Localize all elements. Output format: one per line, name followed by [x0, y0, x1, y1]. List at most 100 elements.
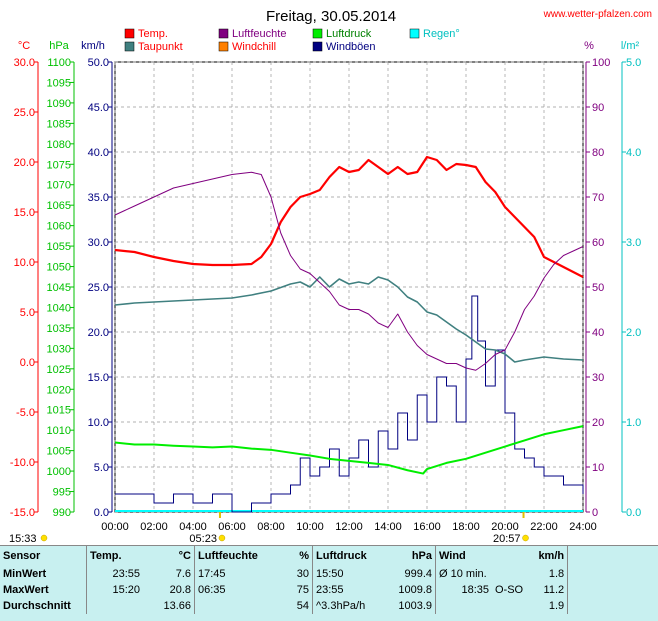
- stats-temp-value: 13.66: [163, 600, 191, 612]
- stats-header-humidity-unit: %: [299, 550, 309, 562]
- wind-tick-label: 40.0: [88, 147, 109, 159]
- pressure-tick-label: 1030: [47, 343, 71, 355]
- humidity-tick-label: 10: [592, 462, 604, 474]
- sun-icon: [40, 534, 48, 542]
- pressure-tick-label: 1040: [47, 302, 71, 314]
- legend-label: Luftfeuchte: [232, 28, 286, 40]
- x-tick-label: 16:00: [413, 521, 441, 533]
- stats-humidity-value: 75: [296, 584, 309, 596]
- legend-label: Luftdruck: [326, 28, 372, 40]
- stats-temp-time: 23:55: [86, 566, 143, 582]
- x-tick-label: 00:00: [101, 521, 129, 533]
- stats-row-max: MaxWert 15:20 20.8 06:35 75 23:55 1009.8…: [0, 582, 658, 598]
- stats-temp-value: 7.6: [175, 568, 191, 580]
- stats-wind-value: 1.9: [548, 600, 565, 612]
- temp-tick-label: 30.0: [14, 57, 35, 69]
- stats-humidity-value: 30: [296, 568, 309, 580]
- humidity-tick-label: 50: [592, 282, 604, 294]
- temp-tick-label: 10.0: [14, 257, 35, 269]
- pressure-tick-label: 1070: [47, 180, 71, 192]
- humidity-tick-label: 40: [592, 327, 604, 339]
- legend-swatch: [409, 28, 420, 39]
- x-tick-label: 06:00: [218, 521, 246, 533]
- weather-chart: Freitag, 30.05.2014 www.wetter-pfalzen.c…: [9, 8, 652, 545]
- x-tick-label: 20:00: [491, 521, 519, 533]
- chart-title: Freitag, 30.05.2014: [266, 8, 396, 25]
- temp-tick-label: 25.0: [14, 107, 35, 119]
- temp-axis-unit: °C: [18, 40, 30, 52]
- axis-units: °C hPa km/h% l/m²: [18, 40, 640, 52]
- legend-swatch: [312, 41, 323, 52]
- pressure-tick-label: 995: [53, 487, 71, 499]
- humidity-tick-label: 20: [592, 417, 604, 429]
- wind-tick-label: 10.0: [88, 417, 109, 429]
- temp-tick-label: 20.0: [14, 157, 35, 169]
- stats-wind-dir: O-SO: [495, 584, 524, 596]
- wind-tick-label: 5.0: [94, 462, 109, 474]
- pressure-tick-label: 1055: [47, 241, 71, 253]
- wind-tick-label: 15.0: [88, 372, 109, 384]
- sun-markers: 05:23 20:57 15:33: [9, 512, 529, 545]
- humidity-tick-label: 80: [592, 147, 604, 159]
- humidity-tick-label: 30: [592, 372, 604, 384]
- pressure-tick-label: 1060: [47, 221, 71, 233]
- legend-label: Windchill: [232, 41, 276, 53]
- rain-tick-label: 5.0: [626, 57, 641, 69]
- legend-label: Regen°: [423, 28, 460, 40]
- stats-header-wind: Wind: [435, 546, 492, 566]
- current-time-label: 15:33: [9, 533, 37, 545]
- pressure-tick-label: 1085: [47, 118, 71, 130]
- series-luftdruck: [114, 425, 584, 475]
- series-luftfeuchte: [114, 171, 584, 371]
- wind-tick-label: 0.0: [94, 507, 109, 519]
- temp-tick-label: -5.0: [16, 407, 35, 419]
- pressure-tick-label: 1090: [47, 98, 71, 110]
- pressure-tick-label: 1075: [47, 159, 71, 171]
- stats-header-sensor: Sensor: [3, 550, 41, 562]
- wind-tick-label: 25.0: [88, 282, 109, 294]
- pressure-tick-label: 1050: [47, 262, 71, 274]
- rain-tick-label: 3.0: [626, 237, 641, 249]
- x-tick-label: 04:00: [179, 521, 207, 533]
- temp-tick-label: -10.0: [10, 457, 35, 469]
- plot-area: [114, 61, 584, 513]
- wind-tick-label: 20.0: [88, 327, 109, 339]
- rain-tick-label: 4.0: [626, 147, 641, 159]
- stats-pressure-time: ^3.3hPa/h: [312, 598, 384, 614]
- pressure-tick-label: 1065: [47, 200, 71, 212]
- x-tick-label: 12:00: [335, 521, 363, 533]
- stats-humidity-time: 06:35: [194, 582, 276, 598]
- pressure-tick-label: 1100: [47, 57, 71, 69]
- stats-wind-value: 1.8: [548, 568, 565, 580]
- humidity-tick-label: 0: [592, 507, 598, 519]
- x-tick-label: 14:00: [374, 521, 402, 533]
- statistics-table: Sensor Temp. °C Luftfeuchte % Luftdruck …: [0, 545, 658, 621]
- x-tick-label: 24:00: [569, 521, 597, 533]
- pressure-tick-label: 1080: [47, 139, 71, 151]
- stats-pressure-value: 1009.8: [398, 584, 432, 596]
- stats-row-min: MinWert 23:55 7.6 17:45 30 15:50 999.4 Ø…: [0, 566, 658, 582]
- stats-humidity-time: 17:45: [194, 566, 276, 582]
- sun-marker-label: 20:57: [493, 533, 521, 545]
- x-tick-label: 08:00: [257, 521, 285, 533]
- temp-tick-label: -15.0: [10, 507, 35, 519]
- legend-swatch: [312, 28, 323, 39]
- x-tick-label: 02:00: [140, 521, 168, 533]
- pressure-tick-label: 1020: [47, 384, 71, 396]
- pressure-tick-label: 1025: [47, 364, 71, 376]
- pressure-tick-label: 1010: [47, 425, 71, 437]
- sun-icon: [522, 534, 529, 542]
- rain-tick-label: 1.0: [626, 417, 641, 429]
- stats-header-wind-unit: km/h: [538, 550, 565, 562]
- sun-icon: [218, 534, 226, 542]
- stats-header-humidity: Luftfeuchte: [194, 546, 276, 566]
- pressure-tick-label: 1045: [47, 282, 71, 294]
- website-link[interactable]: www.wetter-pfalzen.com: [543, 9, 652, 20]
- pressure-tick-label: 1035: [47, 323, 71, 335]
- wind-axis-unit: km/h: [81, 40, 105, 52]
- stats-pressure-value: 999.4: [404, 568, 432, 580]
- rain-tick-label: 2.0: [626, 327, 641, 339]
- legend-swatch: [124, 28, 135, 39]
- x-tick-label: 18:00: [452, 521, 480, 533]
- stats-wind-dir: [492, 566, 526, 582]
